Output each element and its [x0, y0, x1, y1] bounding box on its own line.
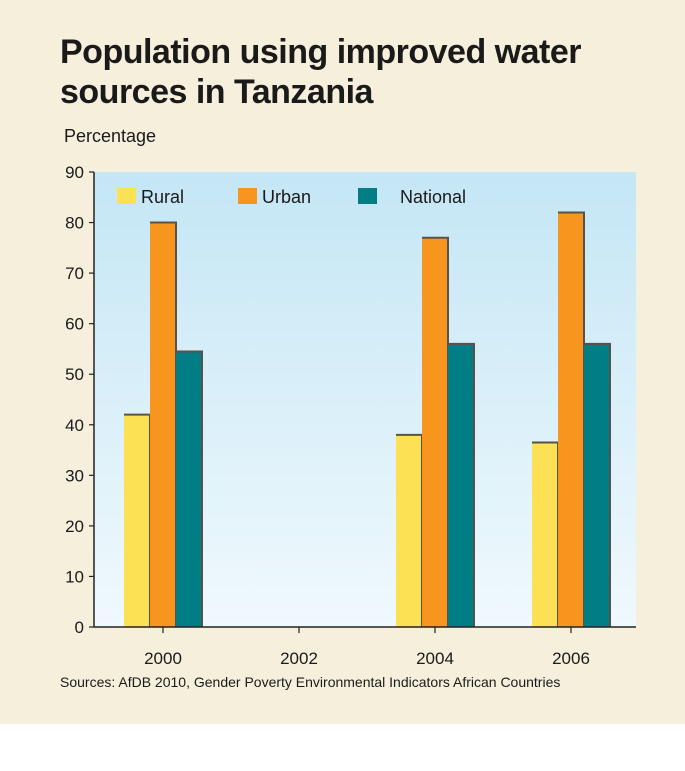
- legend-swatch: [358, 188, 377, 204]
- legend-swatch: [117, 188, 136, 204]
- y-tick-label: 90: [65, 163, 84, 182]
- bar-urban-2000: [150, 221, 177, 628]
- legend-swatch: [238, 188, 257, 204]
- bar-urban-2006: [558, 211, 585, 627]
- y-tick-label: 10: [65, 567, 84, 586]
- axes: 0 10 20 30 40 50 60 70 80 90 2000 2002 2004 2006: [65, 163, 636, 668]
- bar-national-2006: [584, 342, 611, 627]
- bar-national-2000: [176, 350, 203, 627]
- bar-fill: [558, 212, 584, 627]
- bar-fill: [124, 414, 150, 627]
- y-tick-label: 30: [65, 466, 84, 485]
- source-note: Sources: AfDB 2010, Gender Poverty Envir…: [60, 674, 561, 690]
- y-tick-label: 0: [75, 618, 84, 637]
- y-tick-label: 40: [65, 416, 84, 435]
- legend-label: Rural: [141, 187, 184, 207]
- bar-fill: [150, 222, 176, 628]
- x-tick-label: 2006: [552, 649, 590, 668]
- bar-fill: [532, 442, 558, 627]
- bar-fill: [422, 237, 448, 627]
- x-tick-label: 2004: [416, 649, 454, 668]
- y-axis-label: Percentage: [64, 126, 157, 146]
- bars: [124, 211, 611, 628]
- legend-item-urban: Urban: [238, 187, 311, 207]
- bar-edge: [176, 350, 203, 627]
- bar-fill: [448, 343, 474, 627]
- x-tick-label: 2002: [280, 649, 318, 668]
- legend: Rural Urban National: [117, 187, 466, 207]
- legend-label: National: [400, 187, 466, 207]
- bar-fill: [396, 434, 422, 627]
- legend-item-rural: Rural: [117, 187, 184, 207]
- y-tick-label: 70: [65, 264, 84, 283]
- bar-fill: [176, 351, 202, 627]
- y-tick-label: 20: [65, 517, 84, 536]
- bar-rural-2000: [124, 413, 151, 627]
- y-tick-label: 50: [65, 365, 84, 384]
- bar-rural-2006: [532, 441, 559, 627]
- y-tick-label: 60: [65, 315, 84, 334]
- chart-title: Population using improved water sources …: [60, 33, 582, 111]
- bar-rural-2004: [396, 433, 423, 627]
- bar-urban-2004: [422, 236, 449, 627]
- bar-fill: [584, 343, 610, 627]
- legend-item-national: National: [358, 187, 466, 207]
- x-tick-label: 2000: [144, 649, 182, 668]
- bar-national-2004: [448, 342, 475, 627]
- bar-edge: [448, 342, 475, 627]
- bar-edge: [584, 342, 611, 627]
- y-tick-label: 80: [65, 214, 84, 233]
- legend-label: Urban: [262, 187, 311, 207]
